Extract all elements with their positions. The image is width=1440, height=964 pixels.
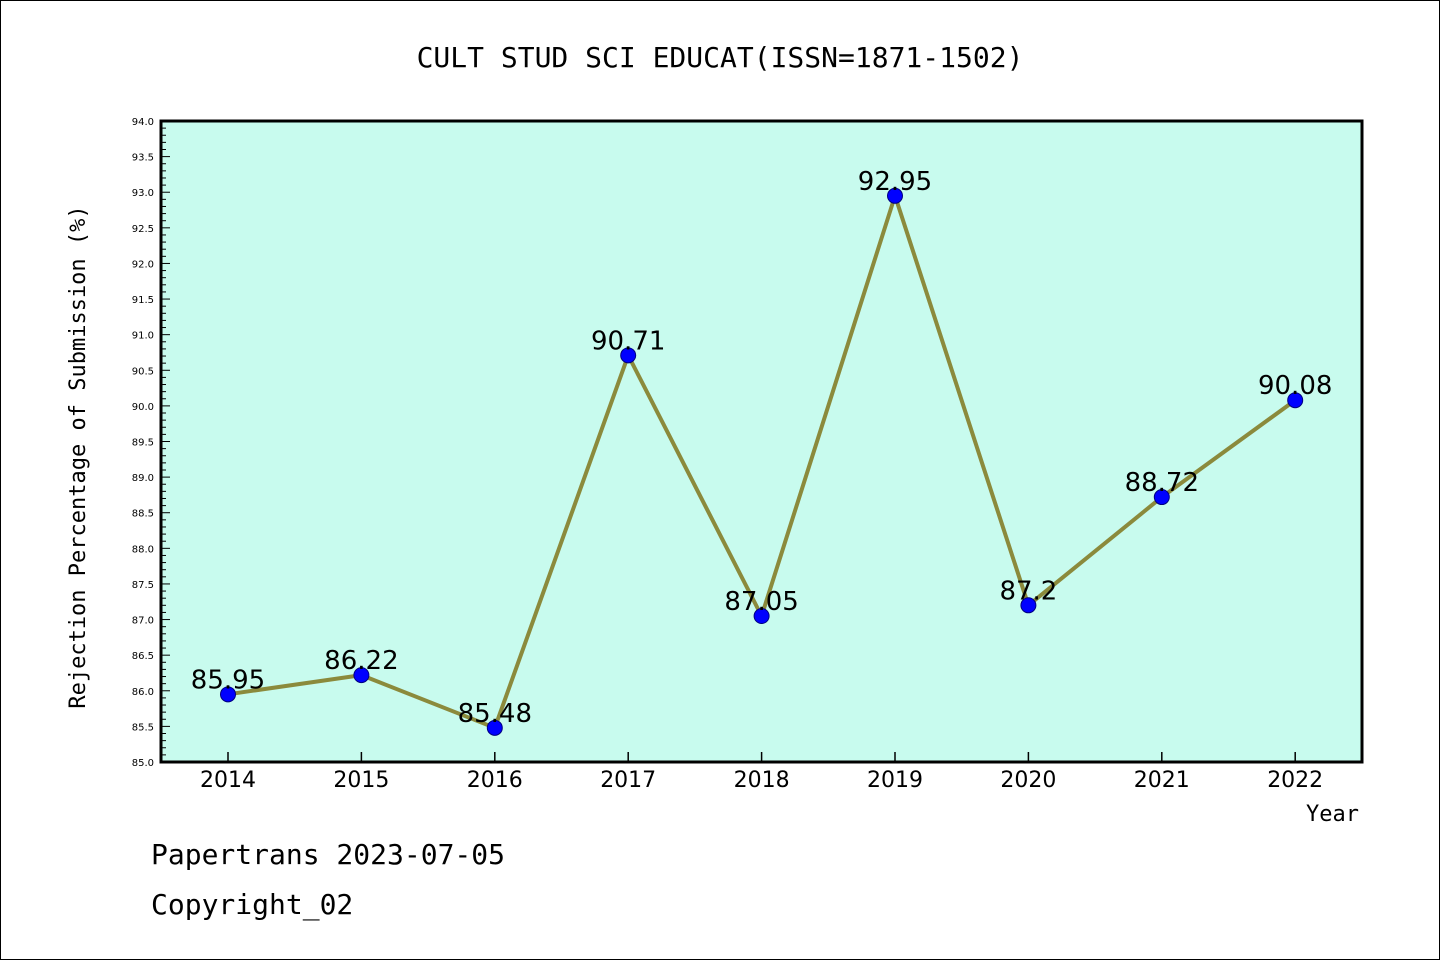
x-tick-label: 2019 [867,768,923,793]
y-tick-label: 89.5 [132,438,154,449]
y-tick-label: 91.0 [132,331,154,342]
data-point [1287,392,1304,409]
x-axis-label: Year [1306,802,1359,827]
y-tick-label: 88.5 [132,509,154,520]
data-point [620,347,637,364]
data-point [1153,489,1170,506]
y-tick-label: 86.5 [132,651,154,662]
x-tick-label: 2017 [600,768,656,793]
chart-title: CULT STUD SCI EDUCAT(ISSN=1871-1502) [417,41,1024,74]
y-tick-label: 92.5 [132,224,154,235]
y-tick-label: 90.0 [132,402,154,413]
y-tick-label: 93.0 [132,188,154,199]
data-label: 85.48 [458,699,532,729]
data-label: 88.72 [1125,468,1199,498]
y-tick-label: 93.5 [132,153,154,164]
x-tick-label: 2018 [734,768,790,793]
y-tick-label: 85.0 [132,758,154,769]
x-tick-label: 2014 [200,768,256,793]
x-tick-label: 2022 [1267,768,1323,793]
y-tick-label: 87.0 [132,616,154,627]
y-tick-label: 91.5 [132,295,154,306]
y-tick-label: 92.0 [132,259,154,270]
data-point [887,187,903,204]
data-label: 92.95 [858,167,932,197]
data-label: 87.2 [999,576,1057,606]
y-axis: 85.0 85.5 86.0 86.5 87.0 87.5 88.0 88.5 89.0 89.5… [132,117,170,769]
x-axis: 2014 2015 2016 2017 2018 2019 2020 2021 2022 [200,752,1323,793]
y-tick-label: 88.0 [132,544,154,555]
y-axis-label: Rejection Percentage of Submission (%) [66,205,91,708]
y-tick-label: 94.0 [132,117,154,128]
data-point [486,719,503,736]
y-tick-label: 90.5 [132,366,154,377]
series-markers [220,187,1304,736]
data-label: 85.95 [191,665,265,695]
data-labels: 85.95 86.22 85.48 90.71 87.05 92.95 87.2 88.72 9… [191,167,1333,729]
data-point [353,667,370,684]
x-tick-label: 2020 [1000,768,1056,793]
data-label: 86.22 [324,646,398,676]
y-tick-label: 86.0 [132,687,154,698]
y-tick-label: 87.5 [132,580,154,591]
data-label: 90.71 [591,326,665,356]
y-tick-label: 89.0 [132,473,154,484]
x-tick-label: 2021 [1134,768,1190,793]
x-tick-label: 2016 [467,768,523,793]
data-label: 90.08 [1258,371,1332,401]
data-point [1020,597,1037,614]
data-point [220,686,236,703]
footer-copyright-text: Copyright_02 [151,888,353,922]
x-tick-label: 2015 [333,768,389,793]
data-point [753,607,770,624]
plot-area [159,119,1364,764]
y-tick-label: 85.5 [132,722,154,733]
data-label: 87.05 [724,587,798,617]
footer-date-text: Papertrans 2023-07-05 [151,838,505,871]
